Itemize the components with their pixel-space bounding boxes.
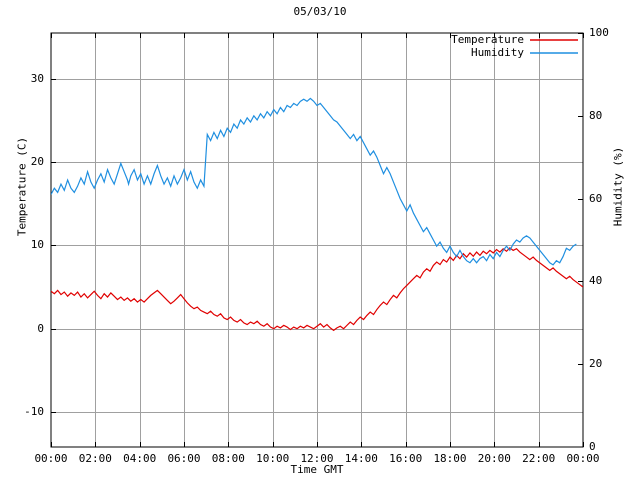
y-axis-left-title: Temperature (C) [15, 136, 29, 237]
x-tick-label: 00:00 [34, 452, 68, 465]
y-tick-label-left: 0 [37, 321, 44, 335]
x-tick-label: 16:00 [389, 452, 423, 465]
x-tick-label: 12:00 [300, 452, 334, 465]
y-tick-label-left: -10 [24, 405, 44, 418]
y-axis-right-title: Humidity (%) [611, 146, 625, 227]
x-tick-label: 04:00 [123, 452, 157, 465]
y-tick-label-left: 10 [30, 238, 44, 252]
gridlines [51, 33, 583, 447]
y-tick-label-right: 0 [589, 440, 596, 453]
x-tick-label: 02:00 [78, 452, 112, 465]
legend-label-humidity: Humidity [471, 46, 524, 59]
x-tick-label: 10:00 [256, 452, 290, 465]
y-tick-label-right: 20 [589, 357, 603, 371]
axis-ticks [51, 33, 584, 447]
plot-border [50, 32, 584, 448]
x-tick-label: 20:00 [477, 452, 511, 465]
series-line-humidity [51, 97, 577, 266]
y-tick-label-left: 30 [30, 71, 44, 85]
y-tick-label-right: 80 [589, 108, 603, 122]
series-line-temperature [51, 247, 583, 332]
y-tick-label-right: 100 [589, 26, 609, 39]
x-tick-label: 08:00 [211, 452, 245, 465]
data-series [51, 97, 583, 332]
x-tick-label: 18:00 [433, 452, 467, 465]
x-tick-label: 00:00 [566, 452, 600, 465]
x-tick-label: 14:00 [344, 452, 378, 465]
y-tick-label-right: 40 [589, 274, 603, 288]
chart-title: 05/03/10 [293, 5, 347, 18]
y-tick-label-left: 20 [30, 155, 44, 169]
x-tick-label: 22:00 [522, 452, 556, 465]
legend [530, 39, 578, 54]
x-tick-label: 06:00 [167, 452, 201, 465]
y-tick-label-right: 60 [589, 191, 603, 205]
x-axis-title: Time GMT [290, 463, 344, 476]
legend-label-temperature: Temperature [451, 33, 524, 46]
